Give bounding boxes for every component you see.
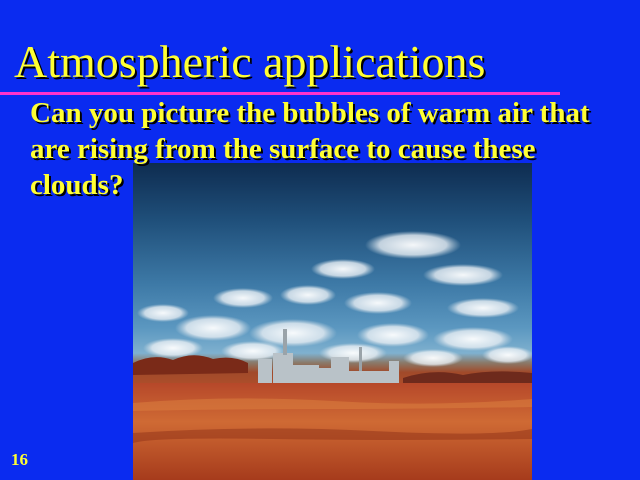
slide-title: Atmospheric applications [14,36,486,87]
landscape-photo [133,163,532,480]
slide-number: 16 [11,450,28,469]
landscape-photo-icon [133,231,532,480]
slide-body-text: Can you picture the bubbles of warm air … [30,97,590,201]
title-underline [0,92,560,95]
power-plant [258,329,399,385]
clouds [137,231,532,367]
